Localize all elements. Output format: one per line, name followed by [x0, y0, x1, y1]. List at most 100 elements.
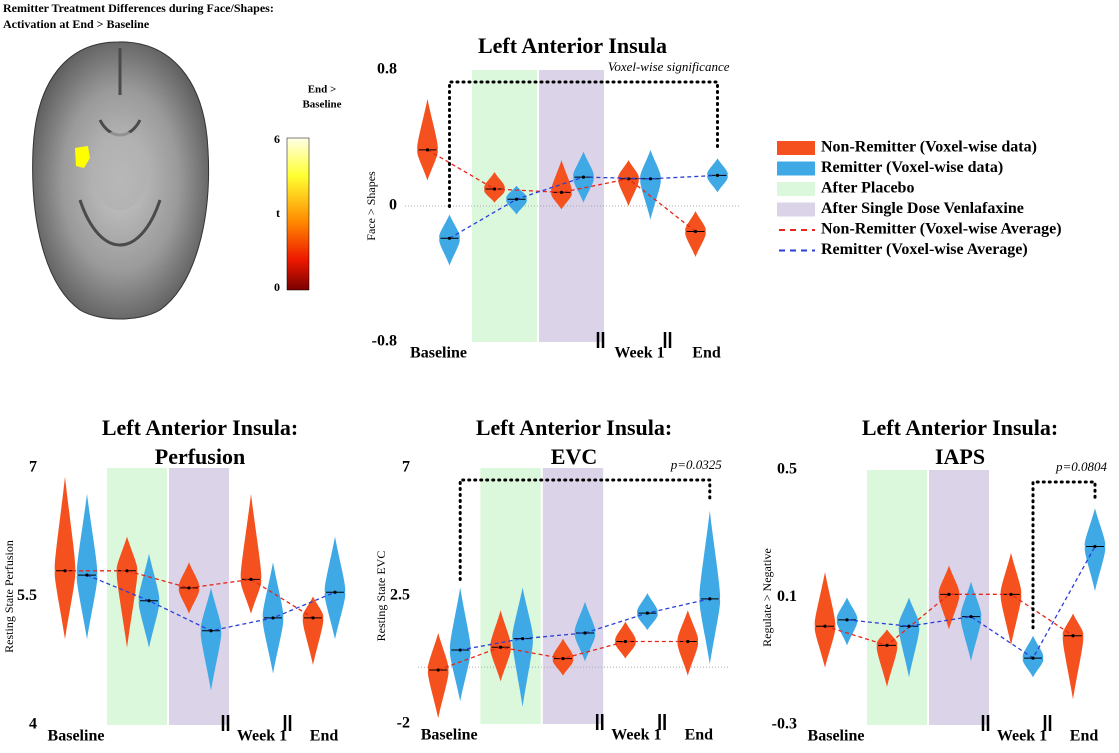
figure: Remitter Treatment Differences during Fa… — [0, 0, 1119, 753]
x-tick-label: Week 1 — [611, 727, 661, 744]
x-tick-label: Baseline — [808, 728, 865, 745]
x-tick-label: Baseline — [421, 727, 478, 744]
y-tick-label: 7 — [29, 459, 37, 476]
colorbar-title: Baseline — [302, 99, 341, 111]
mean-dot — [515, 198, 518, 201]
mean-dot — [459, 648, 462, 651]
y-tick-label: -2 — [397, 715, 410, 732]
chart-title: Left Anterior Insula: — [102, 415, 298, 440]
violin — [439, 215, 460, 266]
significance-label: p=0.0804 — [1055, 459, 1108, 474]
mean-dot — [646, 611, 649, 614]
mean-dot — [1093, 545, 1096, 548]
mean-dot — [1071, 634, 1074, 637]
mean-dot — [885, 644, 888, 647]
mean-dot — [624, 640, 627, 643]
mean-dot — [249, 578, 252, 581]
significance-label: p=0.0325 — [670, 457, 723, 472]
mean-dot — [147, 599, 150, 602]
colorbar-label: t — [276, 206, 280, 220]
phase-band — [480, 468, 540, 724]
mean-dot — [493, 187, 496, 190]
violin — [77, 494, 98, 640]
x-tick-label: End — [310, 728, 339, 745]
mean-dot — [845, 618, 848, 621]
y-tick-label: 0.5 — [777, 461, 797, 478]
x-tick-label: Week 1 — [614, 345, 664, 362]
mean-dot — [1031, 656, 1034, 659]
violin — [55, 477, 76, 640]
violin — [241, 494, 262, 614]
mean-dot — [823, 625, 826, 628]
mean-dot — [63, 569, 66, 572]
y-tick-label: 0 — [389, 197, 397, 214]
mean-dot — [686, 640, 689, 643]
y-tick-label: 4 — [29, 716, 37, 733]
mean-dot — [499, 646, 502, 649]
mean-dot — [437, 668, 440, 671]
mean-dot — [969, 615, 972, 618]
colorbar-title: End > — [308, 84, 337, 96]
legend-entry: Remitter (Voxel-wise data) — [821, 159, 1003, 176]
violin — [1063, 613, 1084, 699]
mean-dot — [560, 191, 563, 194]
chart-subtitle: EVC — [551, 444, 597, 469]
x-tick-label: End — [685, 727, 714, 744]
violin — [325, 537, 346, 640]
mean-dot — [907, 625, 910, 628]
x-tick-label: End — [1070, 728, 1099, 745]
violin — [640, 150, 661, 220]
legend-swatch — [777, 182, 815, 196]
violin — [428, 633, 449, 718]
y-axis-label: Regulate > Negative — [760, 548, 774, 647]
chart-title: Left Anterior Insula: — [862, 415, 1058, 440]
legend-swatch — [777, 203, 815, 217]
x-tick-label: Week 1 — [997, 728, 1047, 745]
y-axis-label: Resting State EVC — [374, 551, 388, 642]
colorbar — [287, 138, 309, 290]
y-axis-label: Face > Shapes — [364, 171, 378, 241]
violin — [618, 160, 639, 206]
violin — [450, 587, 471, 701]
mean-dot — [947, 593, 950, 596]
brain-image — [33, 42, 209, 319]
legend-swatch — [777, 141, 815, 155]
x-tick-label: Baseline — [48, 728, 105, 745]
phase-band — [543, 468, 603, 724]
mean-dot — [716, 174, 719, 177]
violin — [417, 99, 438, 181]
legend-swatch — [777, 162, 815, 176]
mean-dot — [333, 591, 336, 594]
y-tick-label: 0.8 — [377, 61, 397, 78]
mean-dot — [694, 230, 697, 233]
y-tick-label: 2.5 — [390, 587, 410, 604]
legend-entry: After Placebo — [821, 180, 914, 197]
y-tick-label: 7 — [402, 459, 410, 476]
mean-dot — [426, 148, 429, 151]
mean-dot — [649, 177, 652, 180]
y-tick-label: 0.1 — [777, 588, 797, 605]
violin — [303, 597, 324, 666]
mean-dot — [583, 631, 586, 634]
mean-dot — [448, 237, 451, 240]
mean-dot — [582, 176, 585, 179]
mean-dot — [85, 573, 88, 576]
legend-entry: Non-Remitter (Voxel-wise Average) — [821, 221, 1062, 238]
violin — [685, 211, 706, 257]
chart-title: Left Anterior Insula — [478, 33, 667, 58]
mean-dot — [1009, 593, 1012, 596]
chart-subtitle: IAPS — [935, 444, 985, 469]
chart-subtitle: Perfusion — [155, 444, 245, 469]
mean-dot — [187, 586, 190, 589]
y-tick-label: 5.5 — [17, 587, 37, 604]
phase-band — [867, 470, 927, 725]
legend-entry: Non-Remitter (Voxel-wise data) — [821, 139, 1037, 156]
violin — [699, 511, 720, 665]
violin — [815, 572, 836, 668]
x-tick-label: Week 1 — [237, 728, 287, 745]
mean-dot — [209, 629, 212, 632]
colorbar-tick-label: 6 — [274, 132, 280, 146]
colorbar-tick-label: 0 — [274, 280, 280, 294]
legend-entry: Remitter (Voxel-wise Average) — [821, 241, 1028, 258]
y-axis-label: Resting State Perfusion — [2, 540, 16, 653]
